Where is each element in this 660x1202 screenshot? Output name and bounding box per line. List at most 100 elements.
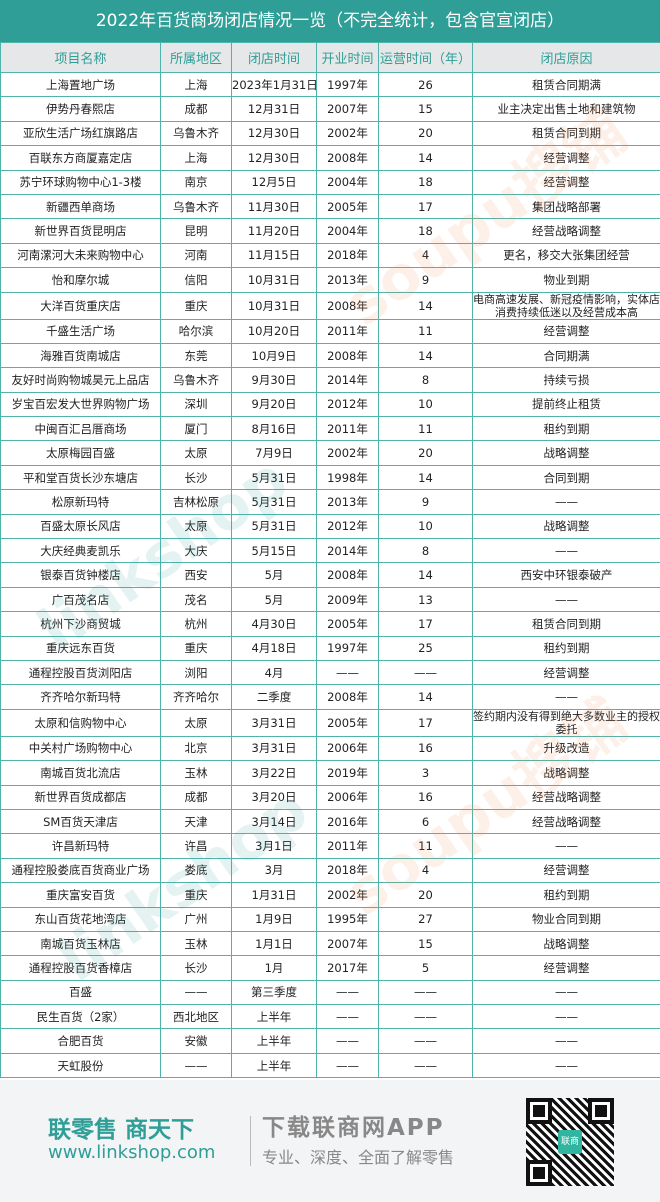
region-cell: 长沙 <box>160 464 232 491</box>
region-cell: 广州 <box>160 906 232 932</box>
years-operated-cell: 16 <box>378 735 473 762</box>
table-row: 南城百货玉林店 玉林 1月1日 2007年 15 战略调整 <box>0 930 660 957</box>
close-date-cell: 10月31日 <box>231 267 317 293</box>
close-reason-cell: —— <box>472 1028 660 1054</box>
close-reason-cell: —— <box>472 684 660 710</box>
store-name-cell: 天虹股份 <box>0 1052 161 1079</box>
table-row: 重庆远东百货 重庆 4月18日 1997年 25 租约到期 <box>0 635 660 661</box>
close-reason-cell: 西安中环银泰破产 <box>472 562 660 588</box>
open-year-cell: 2008年 <box>316 145 379 171</box>
table-row: 百盛太原长风店 太原 5月31日 2012年 10 战略调整 <box>0 513 660 540</box>
open-year-cell: 1997年 <box>316 71 379 98</box>
store-name-cell: 杭州下沙商贸城 <box>0 611 161 637</box>
store-name-cell: 海雅百货南城店 <box>0 342 161 369</box>
store-name-cell: 怡和摩尔城 <box>0 267 161 293</box>
region-cell: 大庆 <box>160 538 232 564</box>
table-row: 伊势丹春熙店 成都 12月31日 2007年 15 业主决定出售土地和建筑物 <box>0 96 660 122</box>
close-date-cell: 4月18日 <box>231 635 317 661</box>
store-name-cell: 新世界百货昆明店 <box>0 218 161 244</box>
close-reason-cell: 租赁合同到期 <box>472 611 660 637</box>
store-name-cell: 合肥百货 <box>0 1028 161 1054</box>
table-row: 苏宁环球购物中心1-3楼 南京 12月5日 2004年 18 经营调整 <box>0 169 660 195</box>
store-name-cell: SM百货天津店 <box>0 808 161 835</box>
years-operated-cell: 14 <box>378 562 473 588</box>
table-row: 怡和摩尔城 信阳 10月31日 2013年 9 物业到期 <box>0 267 660 293</box>
open-year-cell: 2012年 <box>316 513 379 540</box>
column-header: 闭店时间 <box>231 42 317 73</box>
region-cell: 杭州 <box>160 611 232 637</box>
store-name-cell: 通程控股百货香樟店 <box>0 955 161 981</box>
store-name-cell: 苏宁环球购物中心1-3楼 <box>0 169 161 195</box>
years-operated-cell: 17 <box>378 611 473 637</box>
table-row: SM百货天津店 天津 3月14日 2016年 6 经营战略调整 <box>0 808 660 835</box>
region-cell: 乌鲁木齐 <box>160 120 232 147</box>
close-reason-cell: 提前终止租赁 <box>472 391 660 418</box>
table-row: 许昌新玛特 许昌 3月1日 2011年 11 —— <box>0 833 660 859</box>
close-date-cell: 9月30日 <box>231 367 317 393</box>
years-operated-cell: 14 <box>378 464 473 491</box>
store-name-cell: 友好时尚购物城昊元上品店 <box>0 367 161 393</box>
region-cell: 乌鲁木齐 <box>160 367 232 393</box>
table-row: 中关村广场购物中心 北京 3月31日 2006年 16 升级改造 <box>0 735 660 762</box>
open-year-cell: 2011年 <box>316 416 379 442</box>
store-name-cell: 亚欣生活广场红旗路店 <box>0 120 161 147</box>
open-year-cell: 2019年 <box>316 760 379 786</box>
close-reason-cell: 经营调整 <box>472 857 660 884</box>
close-date-cell: 1月9日 <box>231 906 317 932</box>
table-row: 新疆西单商场 乌鲁木齐 11月30日 2005年 17 集团战略部署 <box>0 193 660 220</box>
store-name-cell: 通程控股百货浏阳店 <box>0 659 161 686</box>
column-header: 运营时间（年） <box>378 42 473 73</box>
table-row: 民生百货（2家） 西北地区 上半年 —— —— —— <box>0 1004 660 1030</box>
years-operated-cell: 16 <box>378 784 473 810</box>
close-date-cell: 10月31日 <box>231 291 317 320</box>
region-cell: 玉林 <box>160 760 232 786</box>
years-operated-cell: 20 <box>378 120 473 147</box>
years-operated-cell: —— <box>378 1052 473 1079</box>
store-name-cell: 太原和信购物中心 <box>0 708 161 737</box>
column-header: 所属地区 <box>160 42 232 73</box>
years-operated-cell: 4 <box>378 242 473 269</box>
table-row: 合肥百货 安徽 上半年 —— —— —— <box>0 1028 660 1054</box>
close-reason-cell: 战略调整 <box>472 440 660 466</box>
close-date-cell: 3月 <box>231 857 317 884</box>
footer-url[interactable]: www.linkshop.com <box>48 1142 216 1163</box>
footer-tagline: 专业、深度、全面了解零售 <box>262 1148 455 1167</box>
years-operated-cell: 9 <box>378 489 473 515</box>
store-name-cell: 大庆经典麦凯乐 <box>0 538 161 564</box>
table-header-row: 项目名称 所属地区 闭店时间 开业时间 运营时间（年） 闭店原因 <box>0 42 660 73</box>
table-row: 南城百货北流店 玉林 3月22日 2019年 3 战略调整 <box>0 760 660 786</box>
close-date-cell: 5月15日 <box>231 538 317 564</box>
region-cell: 西北地区 <box>160 1004 232 1030</box>
close-date-cell: 4月30日 <box>231 611 317 637</box>
region-cell: 乌鲁木齐 <box>160 193 232 220</box>
footer-slogan: 联零售 商天下 <box>48 1117 195 1143</box>
close-date-cell: 3月22日 <box>231 760 317 786</box>
open-year-cell: 2008年 <box>316 291 379 320</box>
close-date-cell: 5月31日 <box>231 489 317 515</box>
years-operated-cell: 14 <box>378 145 473 171</box>
open-year-cell: 2004年 <box>316 218 379 244</box>
years-operated-cell: 9 <box>378 267 473 293</box>
region-cell: 南京 <box>160 169 232 195</box>
close-date-cell: 11月15日 <box>231 242 317 269</box>
table-row: 新世界百货成都店 成都 3月20日 2006年 16 经营战略调整 <box>0 784 660 810</box>
years-operated-cell: 25 <box>378 635 473 661</box>
open-year-cell: 2005年 <box>316 708 379 737</box>
close-date-cell: 3月1日 <box>231 833 317 859</box>
years-operated-cell: 6 <box>378 808 473 835</box>
open-year-cell: 2011年 <box>316 833 379 859</box>
close-date-cell: 5月31日 <box>231 464 317 491</box>
open-year-cell: —— <box>316 1028 379 1054</box>
open-year-cell: 2013年 <box>316 267 379 293</box>
close-reason-cell: 经营战略调整 <box>472 784 660 810</box>
store-name-cell: 东山百货花地湾店 <box>0 906 161 932</box>
open-year-cell: 2007年 <box>316 96 379 122</box>
store-name-cell: 广百茂名店 <box>0 586 161 613</box>
years-operated-cell: 20 <box>378 440 473 466</box>
close-reason-cell: 合同到期 <box>472 464 660 491</box>
close-reason-cell: 租赁合同期满 <box>472 71 660 98</box>
store-name-cell: 千盛生活广场 <box>0 318 161 344</box>
years-operated-cell: —— <box>378 659 473 686</box>
close-date-cell: 上半年 <box>231 1028 317 1054</box>
close-date-cell: 3月20日 <box>231 784 317 810</box>
